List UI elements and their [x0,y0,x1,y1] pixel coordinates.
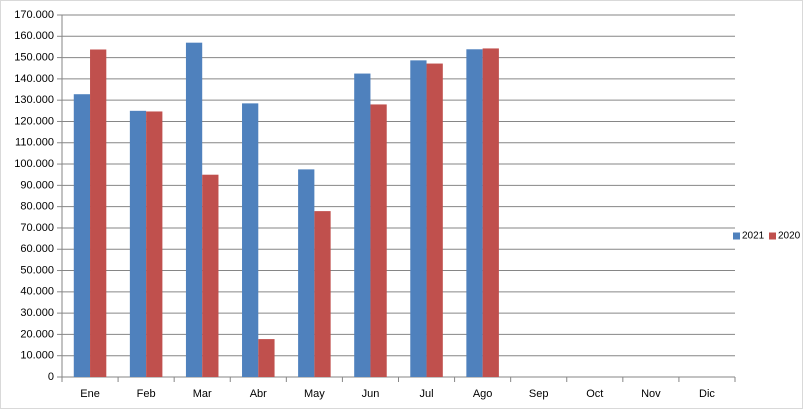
x-tick-label: Nov [641,388,661,400]
y-tick-label: 100.000 [14,158,54,170]
y-tick-label: 0 [48,371,54,383]
y-tick-label: 70.000 [20,222,54,234]
bar [314,211,331,377]
x-tick-label: Mar [193,388,212,400]
legend-label: 2020 [778,231,801,242]
bar [202,174,219,377]
bar [73,94,91,378]
bar [298,169,315,377]
bar [482,48,499,378]
y-tick-label: 50.000 [20,264,54,276]
x-tick-label: Dic [699,388,715,400]
bar [354,73,371,377]
y-tick-label: 30.000 [20,307,54,319]
y-tick-label: 60.000 [20,243,54,255]
x-tick-label: Ene [80,388,100,400]
x-tick-label: Jun [362,388,380,400]
x-tick-label: Jul [420,388,434,400]
bar [242,103,259,377]
bar [466,49,483,377]
y-tick-label: 80.000 [20,201,54,213]
bar [426,63,443,377]
bar [146,111,163,378]
y-tick-label: 160.000 [14,30,54,42]
bar [185,42,203,378]
y-tick-label: 170.000 [14,9,54,21]
y-tick-label: 10.000 [20,350,54,362]
bar [410,60,427,377]
bar [90,49,107,378]
x-tick-label: Ago [473,388,493,400]
y-tick-label: 150.000 [14,51,54,63]
y-tick-label: 90.000 [20,179,54,191]
legend-label: 2021 [742,231,765,242]
bar [370,104,387,377]
legend-swatch [769,232,776,240]
y-tick-label: 40.000 [20,286,54,298]
x-tick-label: May [304,388,325,400]
x-tick-label: Oct [586,388,603,400]
y-tick-label: 140.000 [14,73,54,85]
y-tick-label: 130.000 [14,94,54,106]
bar [129,110,147,377]
legend-swatch [733,232,740,240]
x-tick-label: Abr [250,388,267,400]
x-tick-label: Feb [137,388,156,400]
bar [258,339,275,377]
x-tick-label: Sep [529,388,549,400]
y-tick-label: 20.000 [20,328,54,340]
y-tick-label: 120.000 [14,115,54,127]
y-tick-label: 110.000 [15,137,54,149]
